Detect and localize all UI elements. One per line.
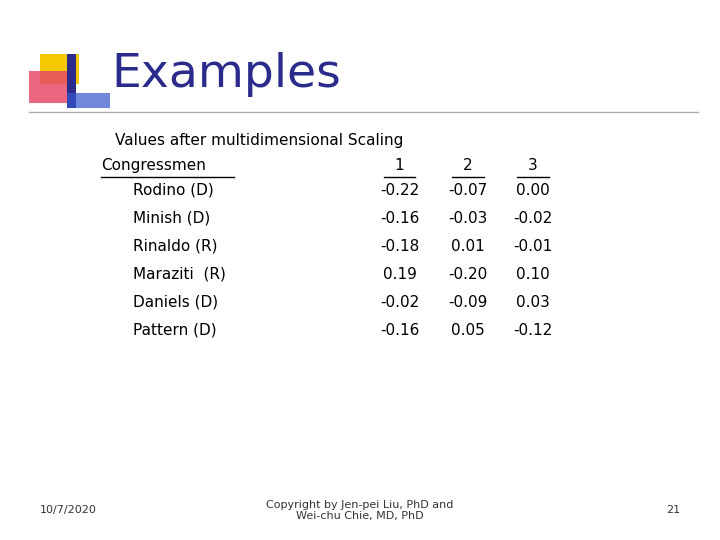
Text: Copyright by Jen-pei Liu, PhD and
Wei-chu Chie, MD, PhD: Copyright by Jen-pei Liu, PhD and Wei-ch… xyxy=(266,500,454,521)
Text: Minish (D): Minish (D) xyxy=(133,211,210,226)
FancyBboxPatch shape xyxy=(67,93,110,108)
Text: Values after multidimensional Scaling: Values after multidimensional Scaling xyxy=(115,133,403,148)
Text: -0.20: -0.20 xyxy=(449,267,487,282)
Text: 21: 21 xyxy=(666,505,680,515)
Text: 1: 1 xyxy=(395,158,405,173)
Text: -0.18: -0.18 xyxy=(380,239,419,254)
Text: 0.01: 0.01 xyxy=(451,239,485,254)
Text: -0.16: -0.16 xyxy=(380,323,419,338)
Text: -0.22: -0.22 xyxy=(380,183,419,198)
Text: -0.03: -0.03 xyxy=(449,211,487,226)
Text: 2: 2 xyxy=(463,158,473,173)
Text: Rinaldo (R): Rinaldo (R) xyxy=(133,239,217,254)
Text: Rodino (D): Rodino (D) xyxy=(133,183,214,198)
Text: Congressmen: Congressmen xyxy=(101,158,206,173)
Text: Examples: Examples xyxy=(112,52,341,97)
Text: 0.05: 0.05 xyxy=(451,323,485,338)
Text: -0.02: -0.02 xyxy=(380,295,419,310)
Text: -0.09: -0.09 xyxy=(449,295,487,310)
FancyBboxPatch shape xyxy=(40,54,79,84)
Text: 0.03: 0.03 xyxy=(516,295,550,310)
Text: Maraziti  (R): Maraziti (R) xyxy=(133,267,226,282)
FancyBboxPatch shape xyxy=(67,54,76,108)
Text: Pattern (D): Pattern (D) xyxy=(133,323,217,338)
Text: -0.16: -0.16 xyxy=(380,211,419,226)
Text: 0.19: 0.19 xyxy=(382,267,417,282)
Text: 10/7/2020: 10/7/2020 xyxy=(40,505,96,515)
Text: 0.00: 0.00 xyxy=(516,183,549,198)
Text: -0.07: -0.07 xyxy=(449,183,487,198)
Text: -0.02: -0.02 xyxy=(513,211,552,226)
Text: -0.01: -0.01 xyxy=(513,239,552,254)
Text: 0.10: 0.10 xyxy=(516,267,549,282)
Text: -0.12: -0.12 xyxy=(513,323,552,338)
Text: 3: 3 xyxy=(528,158,538,173)
Text: Daniels (D): Daniels (D) xyxy=(133,295,218,310)
FancyBboxPatch shape xyxy=(29,71,72,103)
